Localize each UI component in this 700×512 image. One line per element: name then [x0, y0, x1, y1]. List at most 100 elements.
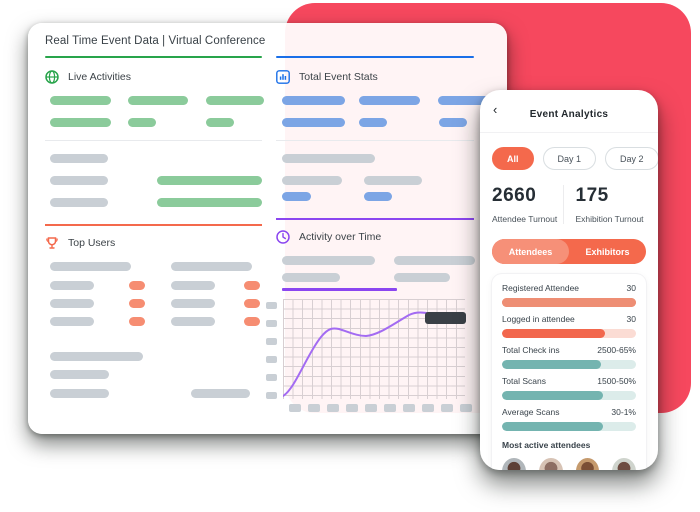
placeholder-row	[50, 96, 264, 105]
placeholder-bar	[394, 273, 450, 282]
placeholder-bar	[244, 281, 260, 290]
most-active-avatars	[502, 458, 636, 470]
placeholder-bar	[282, 256, 375, 265]
progress-fill	[502, 360, 602, 369]
progress-track	[502, 422, 636, 431]
metric-value: 2500-65%	[597, 345, 636, 355]
avatar[interactable]	[502, 458, 526, 470]
placeholder-bar	[50, 118, 111, 127]
metric-label: Registered Attendee	[502, 283, 580, 293]
progress-track	[502, 298, 636, 307]
stat-label: Exhibition Turnout	[575, 214, 644, 224]
placeholder-row	[50, 154, 262, 163]
day-filter-row: All Day 1 Day 2 Day 3	[492, 147, 658, 170]
section-label: Top Users	[68, 236, 116, 249]
placeholder-row	[282, 176, 474, 185]
placeholder-bar	[282, 176, 342, 185]
placeholder-bar	[157, 176, 262, 185]
placeholder-bar	[171, 262, 252, 271]
y-tick	[266, 338, 277, 345]
placeholder-bar	[171, 299, 215, 308]
phone-header: ‹ Event Analytics	[480, 90, 658, 133]
placeholder-row	[50, 198, 262, 207]
progress-fill	[502, 422, 603, 431]
stat-label: Attendee Turnout	[492, 214, 558, 224]
avatar[interactable]	[612, 458, 636, 470]
progress-track	[502, 360, 636, 369]
placeholder-row	[282, 96, 498, 105]
top-users-table	[50, 262, 262, 335]
placeholder-bar	[128, 96, 188, 105]
trophy-icon	[46, 236, 58, 249]
placeholder-bar	[191, 389, 250, 398]
x-tick	[346, 404, 358, 412]
placeholder-row	[50, 118, 262, 127]
placeholder-bar	[157, 198, 262, 207]
section-total-event-stats: Total Event Stats	[276, 69, 474, 84]
x-tick	[422, 404, 434, 412]
page-title: Real Time Event Data | Virtual Conferenc…	[45, 35, 266, 47]
placeholder-bar	[50, 96, 111, 105]
filter-pill-all[interactable]: All	[492, 147, 534, 170]
placeholder-bar	[171, 281, 215, 290]
placeholder-bar	[50, 176, 108, 185]
filter-pill-day2[interactable]: Day 2	[605, 147, 658, 170]
placeholder-bar	[50, 352, 143, 361]
purple-divider	[276, 218, 474, 220]
placeholder-row	[282, 192, 474, 201]
metric-label: Total Scans	[502, 376, 546, 386]
placeholder-bar	[206, 96, 264, 105]
selected-series-underline	[282, 288, 397, 291]
section-activity-over-time: Activity over Time	[276, 229, 474, 244]
placeholder-bar	[244, 299, 260, 308]
metric-value: 1500-50%	[597, 376, 636, 386]
metric-value: 30	[626, 314, 636, 324]
y-axis-tick-placeholders	[266, 299, 277, 399]
section-label: Total Event Stats	[299, 70, 378, 83]
placeholder-bar	[50, 262, 131, 271]
turnout-stats: 2660 Attendee Turnout 175 Exhibition Tur…	[492, 185, 646, 224]
dashboard-card: Real Time Event Data | Virtual Conferenc…	[28, 23, 507, 434]
filter-pill-day1[interactable]: Day 1	[542, 147, 597, 170]
avatar[interactable]	[575, 458, 600, 470]
metric-average-scans: Average Scans 30-1%	[502, 407, 636, 431]
placeholder-row	[282, 154, 474, 163]
placeholder-bar	[244, 317, 260, 326]
section-label: Activity over Time	[299, 230, 382, 243]
x-tick	[460, 404, 472, 412]
x-tick	[403, 404, 415, 412]
placeholder-bar	[282, 96, 345, 105]
tab-exhibitors[interactable]: Exhibitors	[585, 246, 630, 257]
left-column: Live Activities	[45, 64, 264, 412]
placeholder-bar	[359, 96, 420, 105]
x-tick	[308, 404, 320, 412]
placeholder-bar	[439, 118, 467, 127]
phone-title: Event Analytics	[529, 109, 609, 120]
metric-label: Average Scans	[502, 407, 560, 417]
metric-total-scans: Total Scans 1500-50%	[502, 376, 636, 400]
metric-value: 30	[626, 283, 636, 293]
chart-tooltip	[425, 312, 466, 324]
tab-attendees[interactable]: Attendees	[492, 239, 569, 264]
metric-value: 30-1%	[611, 407, 636, 417]
progress-fill	[502, 329, 606, 338]
divider	[276, 140, 474, 141]
activity-line-chart	[266, 299, 474, 399]
y-tick	[266, 356, 277, 363]
y-tick	[266, 302, 277, 309]
title-underline	[45, 56, 490, 58]
placeholder-bar	[394, 256, 475, 265]
stat-value: 175	[575, 185, 609, 206]
avatar[interactable]	[538, 458, 563, 470]
placeholder-row	[282, 273, 474, 282]
top-users-column	[171, 262, 260, 335]
back-chevron-icon[interactable]: ‹	[493, 102, 498, 117]
y-tick	[266, 320, 277, 327]
divider	[45, 140, 262, 141]
placeholder-bar	[359, 118, 387, 127]
section-top-users: Top Users	[45, 235, 262, 250]
top-users-column	[50, 262, 145, 335]
metric-total-check-ins: Total Check ins 2500-65%	[502, 345, 636, 369]
placeholder-bar	[50, 198, 108, 207]
